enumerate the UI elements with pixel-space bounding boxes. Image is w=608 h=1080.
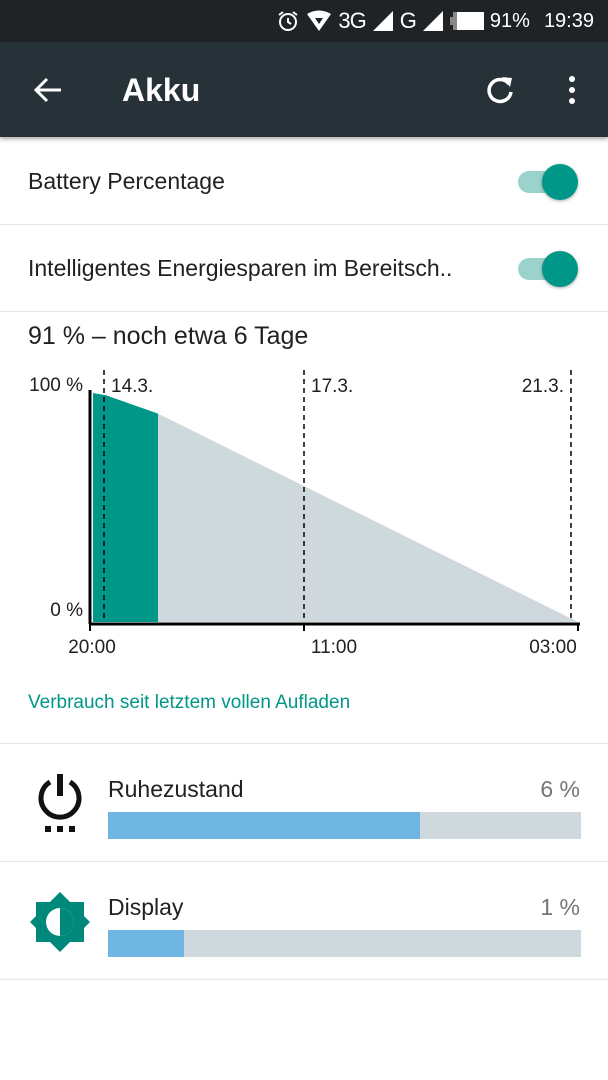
date-marker-label: 14.3.: [111, 376, 153, 397]
brightness-icon: [28, 886, 92, 958]
setting-smart-power-saving[interactable]: Intelligentes Energiesparen im Bereitsch…: [0, 225, 608, 312]
battery-percentage-toggle[interactable]: [516, 164, 578, 200]
refresh-button[interactable]: [478, 68, 522, 112]
usage-percent: 6 %: [540, 776, 580, 802]
y-tick-label: 0 %: [50, 600, 83, 621]
back-arrow-icon: [33, 77, 61, 103]
battery-summary: 91 % – noch etwa 6 Tage: [28, 322, 309, 350]
back-button[interactable]: [26, 68, 70, 112]
network-type-3g: 3G: [338, 8, 366, 33]
signal-icon: [422, 10, 444, 32]
toggle-thumb: [542, 251, 578, 287]
setting-label: Intelligentes Energiesparen im Bereitsch…: [28, 255, 453, 281]
y-tick-label: 100 %: [29, 375, 83, 396]
usage-since-full-charge-header: Verbrauch seit letztem vollen Aufladen: [28, 692, 351, 713]
status-bar: 3G G 91% 19:39: [0, 0, 608, 42]
alarm-icon: [276, 9, 300, 33]
battery-history-chart[interactable]: 100 % 0 % 14.3. 17.3. 21.3. 20:00 11:00 …: [0, 360, 608, 670]
page-title: Akku: [122, 72, 201, 108]
more-options-button[interactable]: [550, 68, 594, 112]
battery-icon: [449, 12, 484, 30]
more-vert-icon: [569, 76, 575, 104]
usage-row-standby[interactable]: Ruhezustand 6 %: [0, 744, 608, 862]
setting-battery-percentage[interactable]: Battery Percentage: [0, 138, 608, 225]
usage-bar-track: [108, 930, 581, 957]
usage-name: Ruhezustand: [108, 776, 244, 802]
app-toolbar: Akku: [0, 42, 608, 137]
prediction-area: [158, 413, 578, 622]
battery-percent: 91%: [489, 9, 530, 32]
network-type-g: G: [399, 8, 417, 33]
wifi-icon: [306, 10, 332, 32]
signal-icon: [372, 10, 394, 32]
x-tick-label: 03:00: [529, 637, 577, 658]
usage-name: Display: [108, 894, 184, 920]
smart-power-saving-toggle[interactable]: [516, 251, 578, 287]
usage-percent: 1 %: [540, 894, 580, 920]
usage-bar-fill: [108, 812, 421, 839]
toggle-thumb: [542, 164, 578, 200]
usage-row-display[interactable]: Display 1 %: [0, 862, 608, 980]
date-marker-label: 21.3.: [522, 376, 564, 397]
history-area: [93, 393, 158, 622]
usage-bar-fill: [108, 930, 184, 957]
power-standby-icon: [28, 768, 92, 840]
x-tick-label: 20:00: [68, 637, 116, 658]
battery-chart-svg: 100 % 0 % 14.3. 17.3. 21.3. 20:00 11:00 …: [29, 370, 580, 658]
clock: 19:39: [543, 9, 594, 32]
divider: [0, 743, 608, 744]
usage-bar-track: [108, 812, 581, 839]
date-marker-label: 17.3.: [311, 376, 353, 397]
x-tick-label: 11:00: [311, 637, 357, 658]
refresh-icon: [487, 77, 513, 104]
setting-label: Battery Percentage: [28, 168, 225, 194]
